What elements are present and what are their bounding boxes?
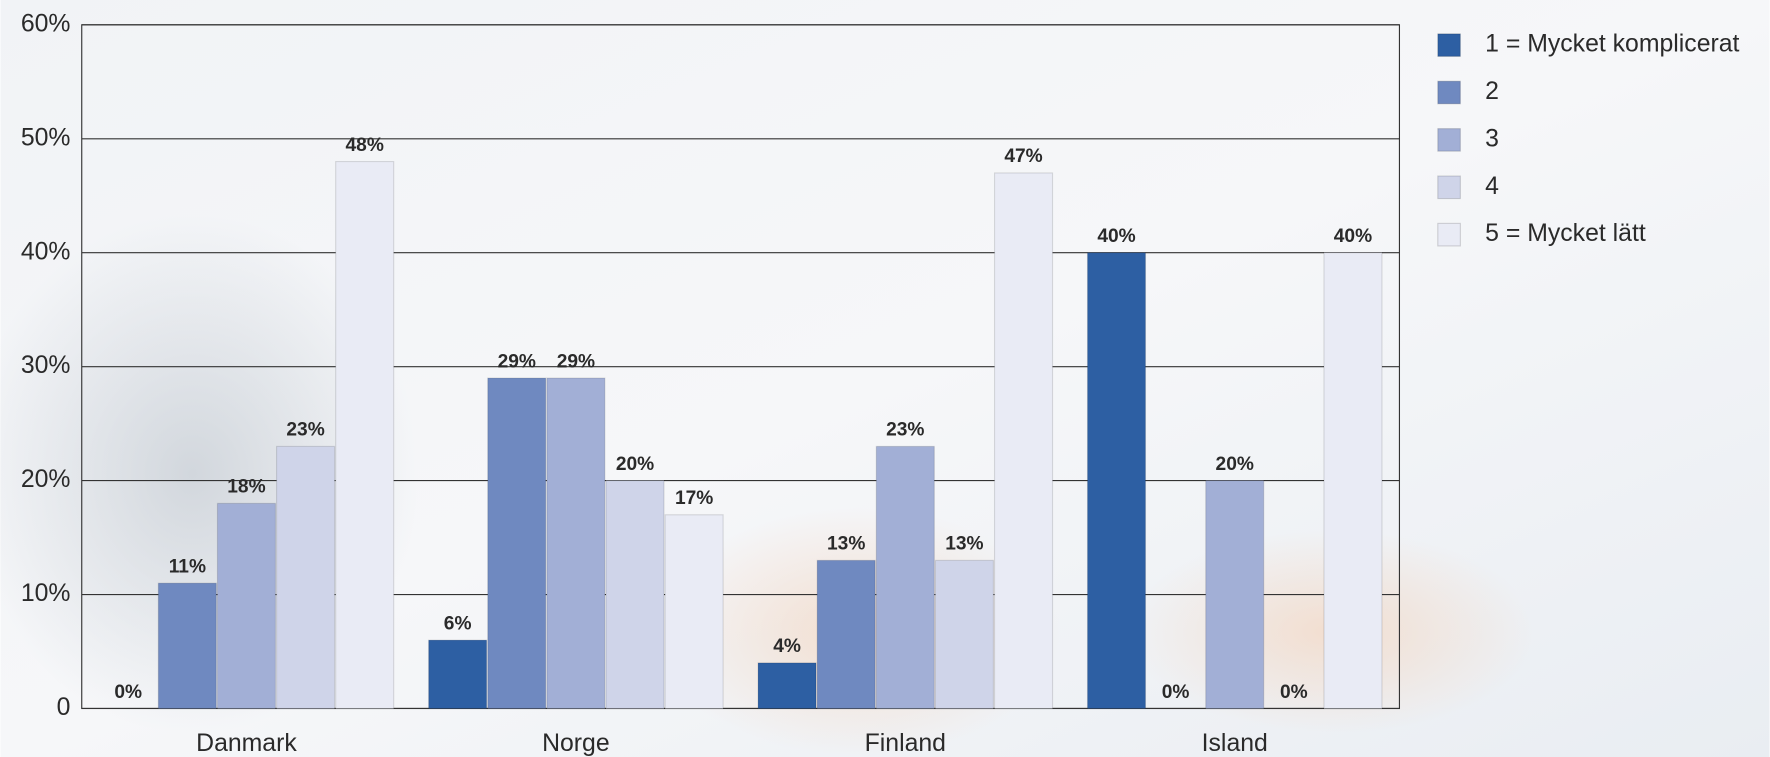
bar [276,445,336,710]
value-label: 20% [616,454,654,475]
value-label: 48% [346,135,384,156]
value-label: 17% [675,488,713,509]
value-label: 40% [1334,226,1372,247]
x-tick-label: Norge [542,730,610,757]
value-label: 13% [945,534,983,555]
legend-label: 2 [1485,78,1499,105]
value-label: 40% [1097,226,1135,247]
legend-label: 3 [1485,125,1499,152]
bar [664,514,724,710]
legend-swatch [1437,33,1461,57]
bar [487,377,547,710]
bar [875,445,935,710]
legend-swatch [1437,175,1461,200]
bar [1086,252,1147,710]
bar [335,160,395,710]
value-label: 0% [114,682,142,703]
y-tick-label: 30% [21,352,71,379]
legend-swatch [1437,128,1461,152]
legend-label: 5 = Mycket lätt [1485,220,1646,247]
value-label: 29% [557,351,595,372]
x-tick-label: Finland [865,730,946,757]
legend-label: 4 [1485,173,1499,200]
y-tick-label: 10% [21,580,71,607]
value-label: 47% [1004,146,1042,167]
legend-swatch [1437,80,1461,105]
value-label: 29% [498,351,536,372]
bar [216,502,277,710]
value-label: 0% [1162,682,1190,703]
value-label: 0% [1280,682,1308,703]
bar [1205,480,1265,710]
value-label: 4% [773,636,801,657]
legend-swatch [1437,222,1461,247]
y-tick-label: 60% [21,10,71,37]
y-tick-label: 0 [57,694,71,721]
value-label: 20% [1216,454,1254,475]
value-label: 23% [286,420,324,441]
legend-label: 1 = Mycket komplicerat [1485,31,1739,58]
value-label: 13% [827,534,865,555]
bar [993,172,1054,710]
bar [546,377,606,710]
y-tick-label: 40% [21,238,71,265]
value-label: 18% [227,477,265,498]
bar [934,559,994,710]
bar [1323,252,1383,710]
value-label: 11% [169,556,206,577]
bar [816,559,876,710]
bar [757,662,817,710]
value-label: 6% [444,613,472,634]
bar [428,639,488,710]
y-tick-label: 50% [21,124,71,151]
y-tick-label: 20% [21,466,71,493]
bar [605,480,665,710]
value-label: 23% [886,420,924,441]
bar [157,582,217,710]
x-tick-label: Danmark [196,730,297,757]
x-tick-label: Island [1202,730,1268,757]
